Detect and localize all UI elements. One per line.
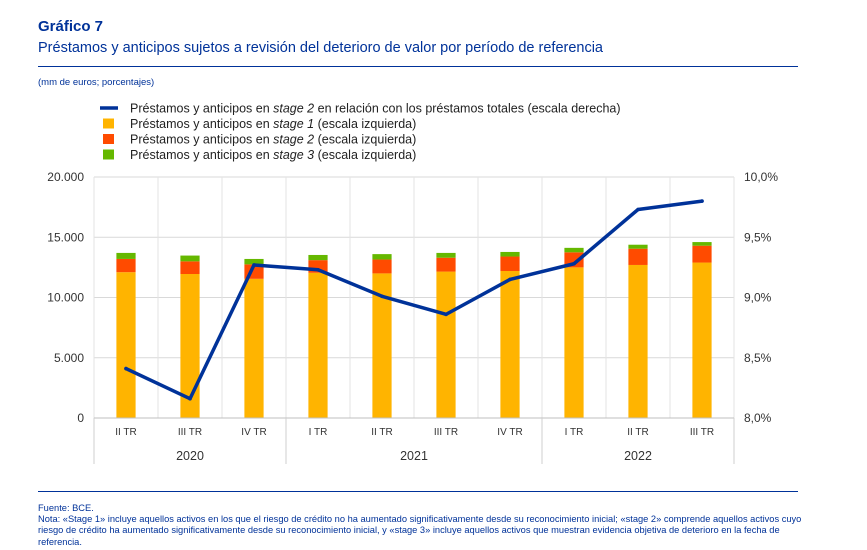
footer-note: Nota: «Stage 1» incluye aquellos activos… — [38, 514, 802, 547]
bar-segment-stage-3 — [436, 252, 456, 258]
units-label: (mm de euros; porcentajes) — [38, 77, 155, 88]
x-category-label: II TR — [627, 427, 648, 438]
bar-segment-stage-3 — [372, 254, 392, 260]
chart-legend: Préstamos y anticipos en stage 2 en rela… — [100, 102, 621, 162]
y-right-tick-label: 9,0% — [744, 291, 772, 305]
bar-segment-stage-2 — [628, 248, 648, 265]
chart-canvas: Préstamos y anticipos en stage 2 en rela… — [47, 102, 778, 464]
bar-segment-stage-1 — [308, 272, 328, 418]
y-left-tick-label: 15.000 — [47, 230, 84, 244]
bar-segment-stage-1 — [628, 264, 648, 418]
bar-segment-stage-3 — [500, 251, 520, 257]
bar-segment-stage-2 — [500, 256, 520, 271]
x-year-label: 2022 — [624, 449, 652, 463]
x-category-label: III TR — [690, 427, 714, 438]
x-category-label: II TR — [115, 427, 136, 438]
chart-line — [124, 199, 704, 401]
x-category-label: III TR — [434, 427, 458, 438]
chart-subtitle: Préstamos y anticipos sujetos a revisión… — [38, 40, 603, 56]
line-point — [252, 263, 256, 267]
x-category-label: IV TR — [241, 427, 266, 438]
bar-segment-stage-3 — [116, 252, 136, 259]
x-category-label: II TR — [371, 427, 392, 438]
bar-segment-stage-2 — [692, 245, 712, 263]
line-point — [700, 199, 704, 203]
bar-segment-stage-2 — [372, 259, 392, 274]
x-category-label: I TR — [309, 427, 328, 438]
x-year-label: 2020 — [176, 449, 204, 463]
footer-source: Fuente: BCE. — [38, 503, 94, 513]
y-left-tick-label: 10.000 — [47, 291, 84, 305]
line-point — [124, 366, 128, 371]
bar-segment-stage-3 — [180, 255, 200, 262]
y-left-tick-label: 0 — [77, 411, 84, 425]
line-point — [316, 267, 320, 272]
y-right-tick-label: 10,0% — [744, 170, 778, 184]
chart-title: Gráfico 7 — [38, 18, 104, 35]
y-left-tick-label: 5.000 — [54, 351, 84, 365]
bar-segment-stage-1 — [500, 270, 520, 418]
y-right-tick-label: 8,5% — [744, 351, 772, 365]
legend-entry-label: Préstamos y anticipos en stage 1 (escala… — [130, 117, 416, 131]
bar-segment-stage-1 — [436, 271, 456, 418]
line-point — [444, 312, 448, 317]
x-category-label: IV TR — [497, 427, 522, 438]
line-point — [572, 261, 576, 266]
legend-entry-label: Préstamos y anticipos en stage 3 (escala… — [130, 148, 416, 162]
bar-segment-stage-1 — [244, 278, 264, 418]
y-right-tick-label: 8,0% — [744, 411, 772, 425]
line-series-stage2-share — [124, 199, 704, 401]
bar-segment-stage-3 — [244, 258, 264, 265]
bar-segment-stage-1 — [180, 274, 200, 418]
bar-segment-stage-3 — [692, 242, 712, 246]
legend-swatch-bar — [103, 118, 114, 129]
y-left-tick-label: 20.000 — [47, 170, 84, 184]
bar-segment-stage-1 — [692, 262, 712, 418]
bar-segment-stage-3 — [628, 244, 648, 249]
y-right-tick-label: 9,5% — [744, 230, 772, 244]
legend-swatch-bar — [103, 149, 114, 160]
footer-rule — [38, 491, 798, 492]
header-rule — [38, 66, 798, 67]
bar-segment-stage-1 — [564, 267, 584, 418]
bar-segment-stage-3 — [308, 254, 328, 261]
x-year-label: 2021 — [400, 449, 428, 463]
x-category-label: III TR — [178, 427, 202, 438]
chart-axes: 0 5.000 10.000 15.000 20.000 8,0% 8,5% 9,0% 9,5%… — [47, 170, 778, 464]
bar-segment-stage-2 — [180, 261, 200, 275]
legend-entry-label: Préstamos y anticipos en stage 2 en rela… — [130, 102, 621, 116]
legend-swatch-bar — [103, 134, 114, 144]
bar-segment-stage-1 — [116, 272, 136, 418]
line-point — [636, 207, 640, 212]
legend-entry-label: Préstamos y anticipos en stage 2 (escala… — [130, 133, 416, 147]
footer-notes: Fuente: BCE. Nota: «Stage 1» incluye aqu… — [38, 503, 808, 548]
x-category-label: I TR — [565, 427, 584, 438]
line-point — [508, 277, 512, 282]
bar-segment-stage-3 — [564, 247, 584, 253]
bar-segment-stage-2 — [436, 257, 456, 272]
line-point — [380, 294, 384, 299]
bar-segment-stage-2 — [116, 258, 136, 273]
bar-segment-stage-1 — [372, 273, 392, 418]
line-point — [188, 396, 192, 401]
chart-bars — [116, 242, 712, 418]
